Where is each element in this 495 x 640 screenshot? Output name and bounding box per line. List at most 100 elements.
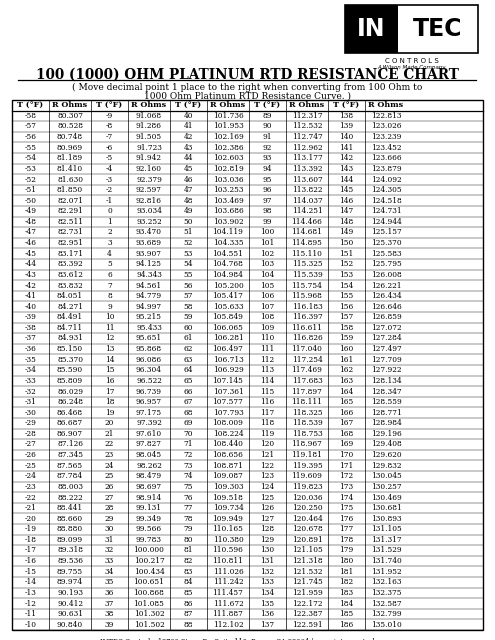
Text: 125.583: 125.583 — [371, 250, 401, 258]
Text: 1: 1 — [107, 218, 112, 226]
Text: 128: 128 — [260, 525, 275, 533]
Text: 126.008: 126.008 — [371, 271, 401, 279]
Text: 52: 52 — [184, 239, 193, 247]
Text: 106: 106 — [260, 292, 275, 300]
Text: 108.224: 108.224 — [213, 430, 244, 438]
Text: 167: 167 — [340, 419, 353, 428]
Text: -38: -38 — [25, 324, 37, 332]
Text: -12: -12 — [25, 600, 37, 607]
Text: -41: -41 — [24, 292, 37, 300]
Text: 150: 150 — [340, 239, 353, 247]
Text: 116.183: 116.183 — [292, 303, 322, 310]
Text: 131.529: 131.529 — [371, 547, 401, 554]
Text: R Ohms: R Ohms — [368, 101, 403, 109]
Text: -56: -56 — [24, 133, 37, 141]
Text: 64: 64 — [184, 366, 193, 374]
Text: 131.952: 131.952 — [371, 568, 401, 576]
Text: 77: 77 — [184, 504, 193, 512]
Text: 105.200: 105.200 — [213, 282, 244, 289]
Text: 102.386: 102.386 — [213, 144, 244, 152]
Text: 109.518: 109.518 — [212, 493, 244, 502]
Text: 82.731: 82.731 — [57, 228, 83, 237]
Text: 92: 92 — [263, 144, 272, 152]
Text: 80.969: 80.969 — [57, 144, 83, 152]
Text: 92.597: 92.597 — [136, 186, 162, 194]
Text: 103.036: 103.036 — [213, 175, 244, 184]
Text: 108.656: 108.656 — [212, 451, 244, 459]
Bar — [345, 5, 478, 53]
Text: 144: 144 — [340, 175, 353, 184]
Text: 98.697: 98.697 — [136, 483, 162, 491]
Text: 8: 8 — [107, 292, 112, 300]
Text: 3: 3 — [107, 239, 112, 247]
Text: 107.793: 107.793 — [213, 409, 244, 417]
Text: 17: 17 — [105, 387, 114, 396]
Text: 91.068: 91.068 — [136, 112, 162, 120]
Text: 128.347: 128.347 — [371, 387, 401, 396]
Text: 106.713: 106.713 — [213, 356, 244, 364]
Text: 116.826: 116.826 — [292, 335, 322, 342]
Text: 123: 123 — [260, 472, 275, 480]
Text: 39: 39 — [105, 621, 114, 628]
Text: -43: -43 — [25, 271, 37, 279]
Text: -6: -6 — [106, 144, 113, 152]
Text: 95.868: 95.868 — [136, 345, 162, 353]
Text: 126: 126 — [260, 504, 275, 512]
Text: 185: 185 — [340, 610, 353, 618]
Text: 97: 97 — [263, 196, 272, 205]
Text: 93.907: 93.907 — [136, 250, 162, 258]
Text: 102: 102 — [260, 250, 275, 258]
Text: 53: 53 — [184, 250, 193, 258]
Text: 92.160: 92.160 — [136, 165, 162, 173]
Text: 94.779: 94.779 — [136, 292, 162, 300]
Text: 125.795: 125.795 — [371, 260, 401, 268]
Text: 50: 50 — [184, 218, 193, 226]
Text: 118.967: 118.967 — [292, 440, 322, 449]
Text: 89.536: 89.536 — [57, 557, 83, 565]
Text: 89.099: 89.099 — [57, 536, 83, 544]
Text: 98.045: 98.045 — [136, 451, 162, 459]
Text: 182: 182 — [340, 579, 353, 586]
Text: 35: 35 — [105, 579, 114, 586]
Text: 30: 30 — [105, 525, 114, 533]
Text: 105: 105 — [260, 282, 275, 289]
Text: 43: 43 — [184, 144, 193, 152]
Text: 9: 9 — [107, 303, 112, 310]
Text: 121.105: 121.105 — [292, 547, 322, 554]
Text: 14: 14 — [105, 356, 114, 364]
Text: 113.392: 113.392 — [292, 165, 322, 173]
Text: 91.286: 91.286 — [136, 122, 162, 131]
Text: 118.111: 118.111 — [292, 398, 322, 406]
Text: 131: 131 — [260, 557, 275, 565]
Text: -31: -31 — [25, 398, 37, 406]
Text: 80.748: 80.748 — [57, 133, 83, 141]
Text: -49: -49 — [24, 207, 37, 215]
Text: 41: 41 — [184, 122, 193, 131]
Text: 97.175: 97.175 — [136, 409, 162, 417]
Text: 85.590: 85.590 — [57, 366, 83, 374]
Text: -35: -35 — [25, 356, 37, 364]
Text: -1: -1 — [106, 196, 113, 205]
Text: 59: 59 — [184, 314, 193, 321]
Text: T (°F): T (°F) — [97, 101, 123, 109]
Text: 112: 112 — [260, 356, 275, 364]
Text: 89: 89 — [263, 112, 272, 120]
Text: 99.349: 99.349 — [136, 515, 162, 523]
Text: 60: 60 — [184, 324, 193, 332]
Text: 131.740: 131.740 — [371, 557, 401, 565]
Text: 124.731: 124.731 — [371, 207, 401, 215]
Text: 121.532: 121.532 — [292, 568, 322, 576]
Text: -3: -3 — [106, 175, 113, 184]
Text: 81.630: 81.630 — [57, 175, 83, 184]
Text: TEC: TEC — [413, 17, 463, 41]
Text: -16: -16 — [24, 557, 37, 565]
Text: 132.163: 132.163 — [371, 579, 401, 586]
Text: -24: -24 — [25, 472, 37, 480]
Text: 99.131: 99.131 — [136, 504, 162, 512]
Text: 73: 73 — [184, 461, 193, 470]
Text: 124.944: 124.944 — [371, 218, 401, 226]
Text: 82.511: 82.511 — [57, 218, 83, 226]
Text: 122.387: 122.387 — [292, 610, 322, 618]
Text: 168: 168 — [340, 430, 353, 438]
Text: 109.949: 109.949 — [212, 515, 244, 523]
